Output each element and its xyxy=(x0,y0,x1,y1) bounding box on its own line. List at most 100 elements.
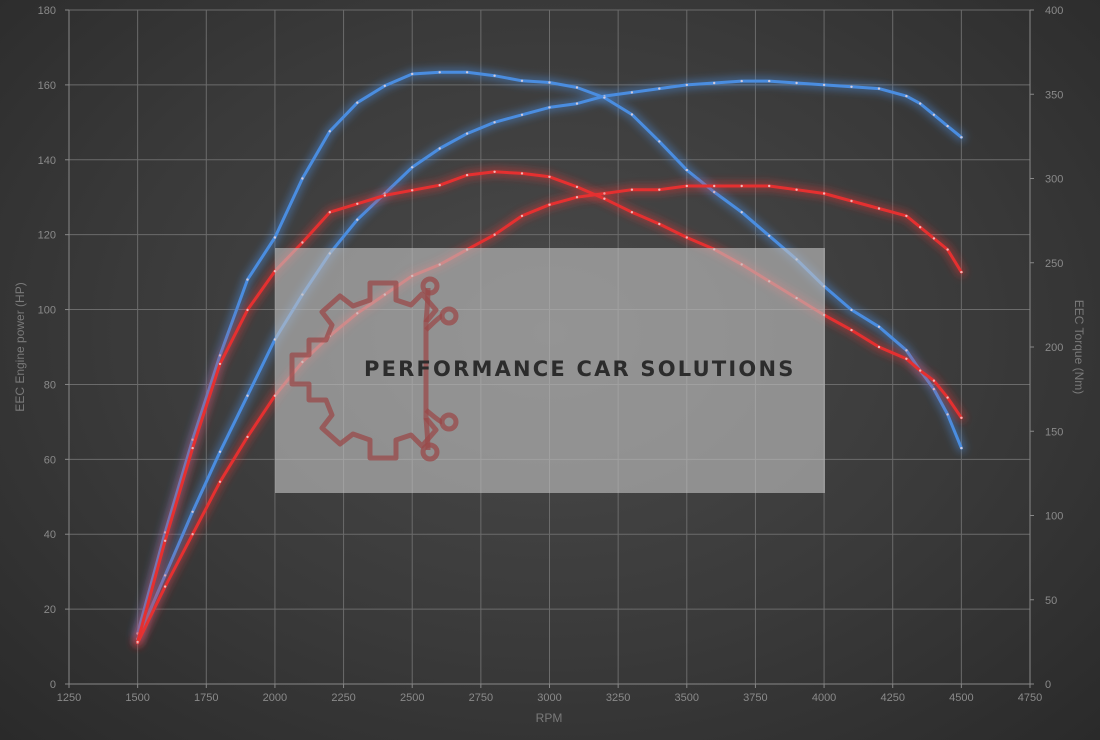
series-point xyxy=(218,362,222,366)
left-axis-ticks: 0 20 40 60 80 100 120 140 160 180 xyxy=(38,5,69,691)
series-point xyxy=(493,233,496,236)
series-point xyxy=(493,121,496,124)
right-tick-label: 300 xyxy=(1045,174,1063,186)
series-point xyxy=(383,84,386,88)
series-point xyxy=(685,83,688,87)
right-tick-label: 150 xyxy=(1045,426,1063,438)
watermark-panel xyxy=(275,248,825,493)
series-point xyxy=(548,106,551,109)
series-point xyxy=(163,539,167,542)
x-tick-label: 4000 xyxy=(812,692,836,704)
series-point xyxy=(575,86,579,89)
x-tick-label: 1750 xyxy=(194,692,218,704)
series-point xyxy=(658,188,661,191)
series-point xyxy=(218,450,222,453)
series-point xyxy=(905,349,908,352)
x-tick-label: 3000 xyxy=(537,692,561,704)
left-tick-label: 20 xyxy=(44,604,56,616)
series-point xyxy=(191,510,194,513)
series-point xyxy=(740,211,743,214)
x-tick-label: 2750 xyxy=(469,692,493,704)
series-point xyxy=(520,214,524,218)
series-point xyxy=(246,435,249,439)
series-point xyxy=(356,101,359,104)
series-point xyxy=(768,79,771,83)
series-point xyxy=(946,124,949,128)
series-point xyxy=(411,72,414,76)
left-tick-label: 160 xyxy=(38,80,56,92)
series-point xyxy=(630,113,634,116)
series-point xyxy=(246,278,249,281)
x-tick-label: 2500 xyxy=(400,692,424,704)
series-point xyxy=(658,87,661,90)
series-point xyxy=(932,113,936,117)
series-point xyxy=(191,446,194,450)
x-tick-label: 4250 xyxy=(880,692,904,704)
gear-circuit-logo-icon xyxy=(289,276,459,462)
left-tick-label: 120 xyxy=(38,230,56,242)
x-tick-label: 1250 xyxy=(57,692,81,704)
series-point xyxy=(383,194,386,197)
right-axis-ticks: 0 50 100 150 200 250 300 350 400 xyxy=(1030,5,1063,691)
series-point xyxy=(575,196,579,199)
series-point xyxy=(630,211,634,214)
x-tick-label: 3500 xyxy=(675,692,699,704)
series-point xyxy=(685,184,688,188)
series-point xyxy=(713,81,716,85)
x-axis-ticks: 1250 1500 1750 2000 2250 2500 2750 3000 3250 3500… xyxy=(57,684,1042,704)
series-point xyxy=(740,184,743,188)
series-point xyxy=(328,211,331,214)
brand-name: PERFORMANCE CAR SOLUTIONS xyxy=(364,357,796,381)
series-point xyxy=(877,207,881,210)
series-point xyxy=(768,184,771,188)
series-point xyxy=(919,226,922,229)
series-point xyxy=(465,71,469,74)
series-point xyxy=(905,94,908,98)
series-point xyxy=(493,170,496,173)
right-tick-label: 350 xyxy=(1045,89,1063,101)
series-point xyxy=(438,184,441,187)
series-point xyxy=(246,394,249,397)
x-tick-label: 2250 xyxy=(331,692,355,704)
series-point xyxy=(919,102,922,105)
series-point xyxy=(493,74,496,77)
left-tick-label: 80 xyxy=(44,379,56,391)
series-point xyxy=(685,236,688,239)
series-point xyxy=(850,328,853,332)
series-point xyxy=(520,172,524,175)
series-point xyxy=(658,140,661,143)
series-point xyxy=(877,87,881,90)
series-point xyxy=(328,130,331,133)
x-tick-label: 3250 xyxy=(606,692,630,704)
series-point xyxy=(713,190,716,194)
series-point xyxy=(246,308,249,312)
series-point xyxy=(630,188,634,191)
series-point xyxy=(822,83,826,87)
series-point xyxy=(301,177,304,180)
series-point xyxy=(301,241,304,244)
series-point xyxy=(218,480,222,483)
series-point xyxy=(685,168,688,172)
series-point xyxy=(520,79,524,83)
series-point xyxy=(438,147,441,150)
series-point xyxy=(822,192,826,195)
series-point xyxy=(905,357,908,360)
right-tick-label: 200 xyxy=(1045,342,1063,354)
series-point xyxy=(946,413,949,416)
series-point xyxy=(411,189,414,192)
left-axis-title: EEC Engine power (HP) xyxy=(13,282,27,411)
right-tick-label: 0 xyxy=(1045,679,1051,691)
series-point xyxy=(603,96,606,99)
series-point xyxy=(877,345,881,349)
series-point xyxy=(795,188,798,191)
series-point xyxy=(658,222,661,226)
left-tick-label: 140 xyxy=(38,155,56,167)
series-point xyxy=(548,81,551,84)
x-tick-label: 2000 xyxy=(263,692,287,704)
x-axis-title: RPM xyxy=(536,711,563,725)
series-point xyxy=(465,173,469,177)
series-point xyxy=(850,308,853,312)
left-tick-label: 180 xyxy=(38,5,56,17)
series-point xyxy=(932,379,936,382)
